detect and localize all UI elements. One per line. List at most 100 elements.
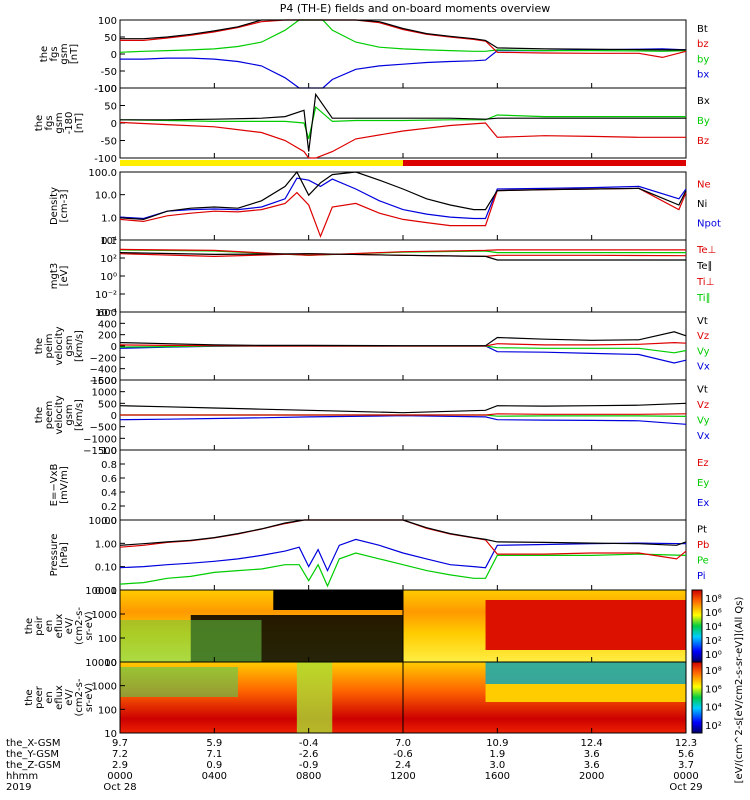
colorbar-tick: 10⁶ bbox=[705, 684, 722, 695]
y-axis-label-line: [nPa] bbox=[59, 542, 70, 568]
spec-crossing-region bbox=[296, 662, 333, 733]
y-tick-label: 0 bbox=[111, 342, 117, 353]
legend-entry: bx bbox=[697, 69, 709, 80]
series-line-Pe bbox=[119, 552, 687, 588]
y-tick-label: 0.01 bbox=[95, 586, 117, 597]
y-axis-label-line: fgs bbox=[49, 46, 60, 61]
y-tick-label: 0.0 bbox=[101, 516, 117, 527]
legend-entry: Vt bbox=[697, 384, 708, 395]
y-axis-label: thepeerenefluxeV/(cm2-s-sr-eV) bbox=[24, 678, 95, 716]
y-tick-label: 10⁰ bbox=[100, 272, 117, 283]
y-tick-label: 0.6 bbox=[101, 474, 117, 485]
y-axis-label-line: (cm2-s- bbox=[74, 678, 85, 716]
y-axis-label-line: -180 bbox=[64, 112, 75, 135]
y-tick-label: 1000 bbox=[92, 610, 117, 621]
y-axis-label-line: [mV/m] bbox=[59, 466, 70, 504]
y-tick-label: 0.10 bbox=[95, 563, 117, 574]
panel-pressure: 10.00 1.00 0.10 0.01 Pressure[nPa] Pt Pb Pe Pi bbox=[49, 516, 709, 597]
y-tick-label: 0.8 bbox=[101, 460, 117, 471]
y-tick-label: 100 bbox=[98, 705, 117, 716]
footer-row-label: the_X-GSM bbox=[6, 738, 60, 749]
y-axis-label-line: eflux bbox=[54, 685, 65, 710]
y-axis-label-line: E=−VxB bbox=[49, 464, 60, 507]
series-line-Ti⊥ bbox=[119, 248, 686, 256]
panel-density: 100.0 10.0 1.0 0.1 Density[cm-3] Ne Ni Npot bbox=[49, 168, 721, 247]
legend-entry: Ne bbox=[697, 180, 711, 191]
series-line-Vt bbox=[119, 402, 687, 414]
colorbar-label: [eV/(cm^2-s[eV/cm2-s-sr-eV]](All Qs) bbox=[734, 597, 745, 784]
footer-value: 5.6 bbox=[678, 749, 694, 760]
y-tick-label: 100.0 bbox=[88, 168, 117, 179]
footer-value: 9.7 bbox=[112, 738, 128, 749]
footer-value: 2.9 bbox=[112, 760, 128, 771]
panel-peir_flux: 10000 1000 100 10 thepeirenefluxeV/(cm2-s-sr… bbox=[24, 586, 687, 669]
panel-frame bbox=[119, 87, 687, 159]
y-tick-label: 10000 bbox=[85, 586, 117, 597]
footer-value: 3.6 bbox=[584, 760, 600, 771]
y-axis-label-line: eV/ bbox=[64, 617, 75, 634]
y-tick-label: 10⁻² bbox=[95, 290, 117, 301]
legend-entry: Te⊥ bbox=[696, 245, 716, 256]
footer-row-label: the_Z-GSM bbox=[6, 760, 61, 771]
legend-entry: Te∥ bbox=[696, 261, 713, 272]
colorbar-tick: 10⁶ bbox=[705, 608, 722, 619]
colorbar bbox=[691, 661, 703, 734]
y-tick-label: 50 bbox=[104, 33, 117, 44]
y-tick-label: 0 bbox=[111, 119, 117, 130]
footer-row-label: hhmm bbox=[6, 771, 38, 782]
status-bar-segment bbox=[403, 160, 686, 166]
footer-value: 1200 bbox=[390, 771, 415, 782]
series-line-Vx bbox=[119, 415, 687, 425]
spec-red-region bbox=[485, 600, 686, 650]
y-axis-label-line: the bbox=[34, 338, 45, 354]
y-tick-label: 100 bbox=[98, 84, 117, 95]
y-tick-label: 10² bbox=[100, 254, 117, 265]
footer-value: 7.2 bbox=[112, 749, 128, 760]
footer-value: -0.4 bbox=[299, 738, 319, 749]
series-line-Ni bbox=[119, 170, 687, 221]
series-line-By bbox=[119, 105, 686, 140]
spec-green-region bbox=[120, 667, 238, 697]
legend-entry: Npot bbox=[697, 218, 721, 229]
y-tick-label: -50 bbox=[101, 67, 117, 78]
footer-ephemeris: the_X-GSM 9.7 5.9 -0.4 7.0 10.9 12.4 12.3 the_Y-… bbox=[6, 738, 703, 793]
legend-entry: Vx bbox=[697, 431, 710, 442]
y-axis-label-line: sr-eV) bbox=[84, 683, 95, 712]
y-tick-label: 10⁻⁴ bbox=[95, 308, 117, 319]
y-axis-label: thefgsgsm[nT] bbox=[39, 43, 80, 64]
y-axis-label-line: peir bbox=[34, 615, 45, 635]
legend-entry: Ti∥ bbox=[696, 293, 711, 304]
y-tick-label: 10.0 bbox=[95, 191, 117, 202]
y-axis-label-line: the bbox=[39, 46, 50, 62]
y-axis-label: Pressure[nPa] bbox=[49, 534, 70, 577]
y-tick-label: 400 bbox=[98, 319, 117, 330]
footer-row-label: the_Y-GSM bbox=[6, 749, 59, 760]
y-tick-label: −500 bbox=[90, 423, 117, 434]
legend-entry: bz bbox=[697, 39, 709, 50]
legend-entry: Ni bbox=[697, 199, 707, 210]
spec-yellow-region bbox=[485, 684, 686, 702]
colorbar-tick: 10⁸ bbox=[705, 666, 722, 677]
y-axis-label-line: sr-eV) bbox=[84, 611, 95, 640]
colorbar-tick: 10⁸ bbox=[705, 594, 722, 605]
footer-value: -0.6 bbox=[393, 749, 413, 760]
spec-green-region bbox=[120, 620, 262, 662]
y-axis-label-line: peim bbox=[44, 333, 55, 358]
y-tick-label: −600 bbox=[90, 376, 117, 387]
legend-entry: Vy bbox=[697, 416, 710, 427]
footer-value: 0800 bbox=[296, 771, 321, 782]
spec-cyan-region bbox=[485, 662, 686, 684]
colorbar-tick: 10² bbox=[705, 721, 722, 732]
footer-value: 0000 bbox=[107, 771, 132, 782]
legend-entry: Bt bbox=[697, 24, 708, 35]
panel-temps: 10⁴ 10² 10⁰ 10⁻² 10⁻⁴ mgt3[eV] Te⊥ Te∥ Ti⊥ Ti∥ bbox=[49, 236, 716, 319]
spec-noflux-top bbox=[273, 590, 403, 610]
y-axis-label-line: the bbox=[34, 115, 45, 131]
legend-entry: by bbox=[697, 54, 709, 65]
y-axis-label-line: (cm2-s- bbox=[74, 607, 85, 645]
y-tick-label: 0 bbox=[111, 411, 117, 422]
colorbar-tick: 10⁴ bbox=[705, 622, 722, 633]
chart-title: P4 (TH-E) fields and on-board moments ov… bbox=[280, 2, 551, 15]
y-axis-label-line: en bbox=[44, 691, 55, 704]
